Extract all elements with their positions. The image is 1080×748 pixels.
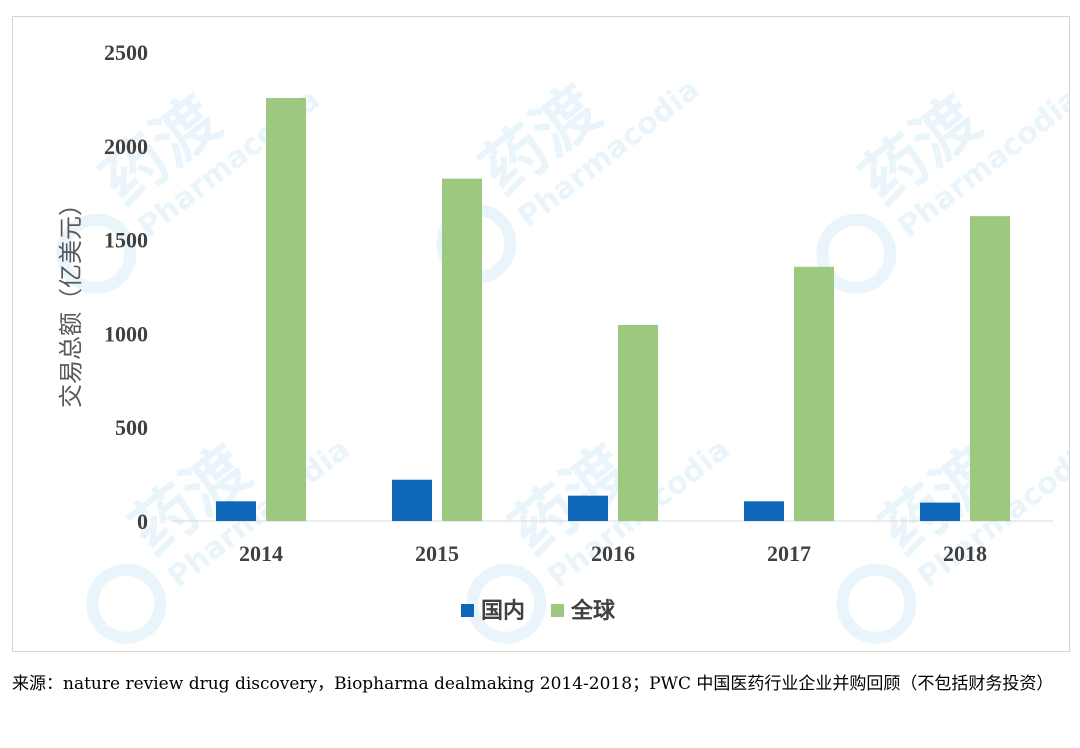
- y-tick-label: 0: [137, 509, 148, 534]
- legend-swatch: [461, 604, 474, 617]
- bar-global-2018: [970, 216, 1010, 521]
- bar-global-2014: [266, 97, 306, 521]
- x-tick-label: 2016: [591, 541, 635, 566]
- source-note: 来源：nature review drug discovery，Biopharm…: [12, 674, 1054, 694]
- y-tick-label: 1500: [104, 228, 148, 253]
- watermark-ring: [836, 563, 917, 644]
- watermark-ring: [56, 213, 137, 294]
- legend-swatch: [551, 604, 564, 617]
- y-tick-label: 1000: [104, 321, 148, 346]
- x-tick-label: 2015: [415, 541, 459, 566]
- watermark-ring: [466, 563, 547, 644]
- y-tick-label: 2000: [104, 134, 148, 159]
- y-axis: 0 500 1000 1500 2000 2500: [104, 40, 1053, 534]
- x-tick-label: 2018: [943, 541, 987, 566]
- legend-label: 全球: [570, 598, 616, 624]
- bar-domestic-2016: [568, 495, 608, 521]
- bar-domestic-2017: [744, 501, 784, 521]
- x-axis: 2014 2015 2016 2017 2018: [239, 541, 987, 566]
- chart-frame: 药渡 Pharmacodia 药渡 Pharmacodia 药渡 Pharmacodia 药…: [12, 16, 1070, 652]
- x-tick-label: 2014: [239, 541, 283, 566]
- x-tick-label: 2017: [767, 541, 811, 566]
- bar-global-2016: [618, 324, 658, 521]
- bar-domestic-2014: [216, 501, 256, 521]
- bar-global-2017: [794, 266, 834, 521]
- legend-label: 国内: [481, 598, 525, 624]
- bars: [216, 97, 1010, 521]
- watermark-ring: [86, 563, 167, 644]
- bar-domestic-2018: [920, 502, 960, 521]
- y-axis-label: 交易总额（亿美元）: [57, 192, 85, 408]
- y-tick-label: 500: [115, 415, 148, 440]
- bar-global-2015: [442, 178, 482, 521]
- y-tick-label: 2500: [104, 40, 148, 65]
- bar-domestic-2015: [392, 479, 432, 521]
- legend: 国内 全球: [461, 598, 616, 624]
